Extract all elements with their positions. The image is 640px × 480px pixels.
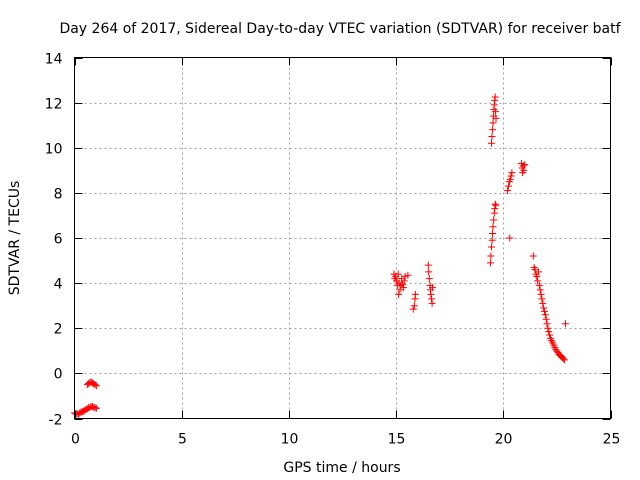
data-point bbox=[541, 311, 549, 319]
y-tick-label: -2 bbox=[49, 413, 63, 429]
axis-ticks: 0 5 10 15 20 25 -2 0 2 4 6 8 10 12 14 bbox=[45, 52, 621, 448]
data-point bbox=[529, 252, 537, 260]
data-point bbox=[92, 404, 100, 412]
data-point bbox=[519, 162, 527, 170]
data-point bbox=[489, 126, 497, 134]
data-point bbox=[534, 268, 542, 276]
chart-title: Day 264 of 2017, Sidereal Day-to-day VTE… bbox=[59, 21, 621, 37]
x-tick-label: 0 bbox=[71, 432, 80, 448]
data-point bbox=[539, 299, 547, 307]
data-point bbox=[488, 132, 496, 140]
y-tick-label: 10 bbox=[45, 142, 63, 158]
y-tick-label: 4 bbox=[54, 277, 63, 293]
data-point bbox=[546, 331, 554, 339]
data-point bbox=[489, 223, 497, 231]
data-point bbox=[411, 290, 419, 298]
data-point bbox=[428, 299, 436, 307]
data-point bbox=[425, 275, 433, 283]
data-point bbox=[489, 229, 497, 237]
data-point bbox=[559, 355, 567, 363]
y-tick-label: 8 bbox=[54, 187, 63, 203]
data-point bbox=[487, 252, 495, 260]
data-point bbox=[560, 356, 568, 364]
data-point bbox=[92, 382, 100, 390]
data-point bbox=[561, 320, 569, 328]
data-point bbox=[538, 295, 546, 303]
data-point bbox=[537, 290, 545, 298]
data-points bbox=[71, 93, 569, 418]
data-point bbox=[491, 93, 499, 101]
data-point bbox=[545, 328, 553, 336]
data-point bbox=[506, 234, 514, 242]
data-point bbox=[507, 172, 515, 180]
data-point bbox=[492, 108, 500, 116]
y-tick-label: 14 bbox=[45, 52, 63, 68]
data-point bbox=[540, 307, 548, 315]
data-point bbox=[492, 201, 500, 209]
data-point bbox=[486, 259, 494, 267]
data-point bbox=[520, 166, 528, 174]
data-point bbox=[424, 261, 432, 269]
data-point bbox=[488, 243, 496, 251]
data-point bbox=[409, 305, 417, 313]
y-tick-label: 2 bbox=[54, 322, 63, 338]
data-point bbox=[542, 315, 550, 323]
data-point bbox=[540, 304, 548, 312]
data-point bbox=[506, 175, 514, 183]
data-point bbox=[394, 270, 402, 278]
data-point bbox=[429, 284, 437, 292]
data-point bbox=[536, 286, 544, 294]
data-point bbox=[427, 290, 435, 298]
y-tick-label: 0 bbox=[54, 367, 63, 383]
data-point bbox=[521, 161, 529, 169]
data-point bbox=[504, 187, 512, 195]
y-tick-label: 12 bbox=[45, 97, 63, 113]
data-point bbox=[404, 271, 412, 279]
data-point bbox=[488, 236, 496, 244]
y-axis-label: SDTVAR / TECUs bbox=[7, 181, 23, 296]
data-point bbox=[425, 268, 433, 276]
data-point bbox=[395, 290, 403, 298]
data-point bbox=[400, 277, 408, 285]
x-tick-label: 20 bbox=[495, 432, 513, 448]
x-axis-label: GPS time / hours bbox=[283, 460, 400, 476]
x-tick-label: 10 bbox=[281, 432, 299, 448]
grid-lines bbox=[74, 57, 611, 419]
data-point bbox=[533, 272, 541, 280]
y-tick-label: 6 bbox=[54, 232, 63, 248]
data-point bbox=[91, 404, 99, 412]
data-point bbox=[410, 302, 418, 310]
data-point bbox=[504, 182, 512, 190]
data-point bbox=[488, 139, 496, 147]
data-point bbox=[399, 284, 407, 292]
data-point bbox=[91, 381, 99, 389]
x-tick-label: 5 bbox=[178, 432, 187, 448]
data-point bbox=[544, 324, 552, 332]
data-point bbox=[399, 280, 407, 288]
data-point bbox=[489, 119, 497, 127]
data-point bbox=[543, 320, 551, 328]
x-tick-label: 25 bbox=[603, 432, 621, 448]
data-point bbox=[508, 169, 516, 177]
data-point bbox=[491, 200, 499, 208]
data-point bbox=[535, 281, 543, 289]
x-tick-label: 15 bbox=[388, 432, 406, 448]
data-point bbox=[534, 277, 542, 285]
data-point bbox=[427, 295, 435, 303]
data-point bbox=[492, 114, 500, 122]
data-point bbox=[490, 216, 498, 224]
